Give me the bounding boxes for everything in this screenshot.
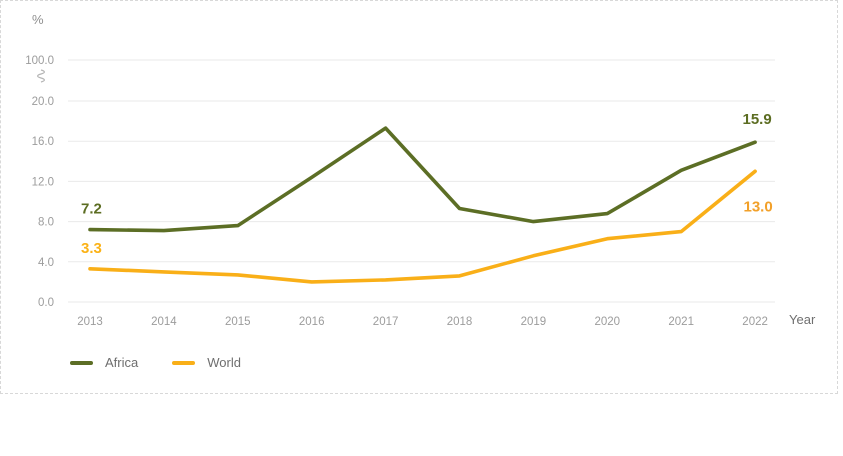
chart-card [0,0,838,394]
x-tick-label: 2013 [77,316,103,328]
y-tick-label: 16.0 [32,136,54,148]
x-tick-label: 2022 [742,316,768,328]
world-line-swatch-icon [172,360,196,365]
x-tick-label: 2019 [521,316,547,328]
x-tick-label: 2018 [447,316,473,328]
line-chart: 0.0 4.0 8.0 12.0 16.0 20.0 100.0 2013 2014 2015 20… [25,55,775,328]
y-axis-unit-label: % [32,12,44,27]
data-label: 13.0 [743,198,772,215]
data-label: 7.2 [81,201,102,218]
x-tick-label: 2017 [373,316,399,328]
legend-label: Africa [105,355,139,370]
series-line-africa [88,126,757,233]
x-tick-label: 2015 [225,316,251,328]
axis-break-icon [37,69,45,83]
y-tick-label: 8.0 [38,217,54,229]
series-line-world [88,169,757,284]
data-label: 15.9 [742,111,771,128]
x-tick-label: 2014 [151,316,177,328]
chart-legend: Africa World [70,355,241,370]
y-tick-label: 0.0 [38,297,54,309]
y-tick-label: 12.0 [32,176,54,188]
legend-label: World [207,355,241,370]
y-tick-label: 100.0 [25,55,54,67]
x-axis-title: Year [789,312,816,327]
legend-item-world: World [172,355,241,370]
y-tick-label: 20.0 [32,96,54,108]
y-tick-label: 4.0 [38,257,54,269]
africa-line-swatch-icon [70,360,93,365]
x-tick-label: 2020 [595,316,621,328]
data-label: 3.3 [81,240,102,257]
x-tick-label: 2021 [668,316,694,328]
x-tick-label: 2016 [299,316,325,328]
legend-item-africa: Africa [70,355,138,370]
